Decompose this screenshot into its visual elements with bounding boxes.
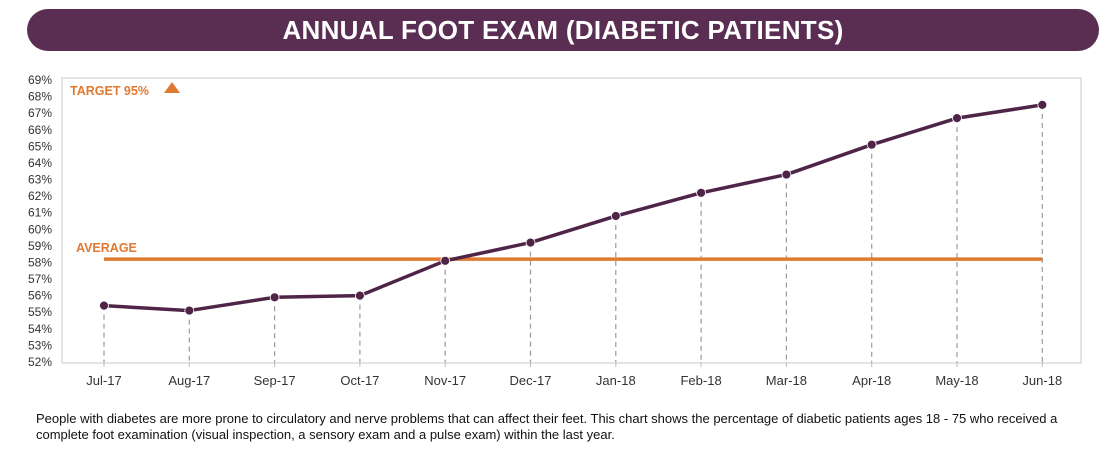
y-tick-label: 62% xyxy=(28,189,52,203)
data-point xyxy=(610,211,621,221)
data-point xyxy=(525,237,536,248)
y-tick-label: 63% xyxy=(28,173,52,187)
data-point xyxy=(952,113,962,124)
x-axis: Jul-17 Aug-17 Sep-17 Oct-17 Nov-17 Dec-17 Jan-… xyxy=(86,362,1062,388)
data-point xyxy=(781,169,792,180)
x-tick-label: Oct-17 xyxy=(340,373,379,388)
x-tick-label: Dec-17 xyxy=(510,373,552,388)
x-tick-label: Apr-18 xyxy=(852,373,891,388)
x-tick-label: Jun-18 xyxy=(1022,373,1062,388)
line-chart: 52% 53% 54% 55% 56% 57% 58% 59% 60% 61% 62% 63% 64% 6… xyxy=(28,73,1082,388)
y-tick-label: 66% xyxy=(28,123,52,137)
data-point xyxy=(269,292,280,303)
average-label: AVERAGE xyxy=(76,241,137,255)
data-point xyxy=(99,300,109,311)
data-point xyxy=(696,187,706,198)
data-point xyxy=(354,290,365,301)
chart-title: ANNUAL FOOT EXAM (DIABETIC PATIENTS) xyxy=(282,14,844,45)
title-banner: ANNUAL FOOT EXAM (DIABETIC PATIENTS) xyxy=(27,9,1099,51)
series-line xyxy=(103,103,1043,313)
plot-border xyxy=(61,77,1082,364)
x-tick-label: Mar-18 xyxy=(766,373,807,388)
x-tick-label: May-18 xyxy=(935,373,978,388)
series-group xyxy=(99,99,1048,316)
data-point xyxy=(440,255,451,266)
x-tick-label: Aug-17 xyxy=(168,373,210,388)
up-triangle-icon xyxy=(164,82,180,93)
data-point xyxy=(866,139,877,150)
y-tick-label: 67% xyxy=(28,106,52,120)
target-label: TARGET 95% xyxy=(70,84,149,98)
chart-area: 52% 53% 54% 55% 56% 57% 58% 59% 60% 61% 62% 63% 64% 6… xyxy=(0,60,1115,400)
y-tick-label: 69% xyxy=(28,73,52,87)
x-tick-label: Jan-18 xyxy=(596,373,636,388)
y-tick-label: 53% xyxy=(28,338,52,352)
data-point xyxy=(1037,99,1048,110)
x-tick-label: Feb-18 xyxy=(680,373,721,388)
y-tick-label: 56% xyxy=(28,289,52,303)
y-axis: 52% 53% 54% 55% 56% 57% 58% 59% 60% 61% 62% 63% 64% 6… xyxy=(28,73,52,369)
y-tick-label: 61% xyxy=(28,206,52,220)
y-tick-label: 65% xyxy=(28,139,52,153)
x-tick-label: Jul-17 xyxy=(86,373,121,388)
x-tick-label: Nov-17 xyxy=(424,373,466,388)
y-tick-label: 64% xyxy=(28,156,52,170)
y-tick-label: 55% xyxy=(28,305,52,319)
data-point xyxy=(184,305,195,316)
x-gridlines xyxy=(103,104,1043,362)
y-tick-label: 68% xyxy=(28,90,52,104)
average-line-group: AVERAGE xyxy=(76,241,1043,261)
target-group: TARGET 95% xyxy=(70,82,180,98)
y-tick-label: 52% xyxy=(28,355,52,369)
y-tick-label: 58% xyxy=(28,255,52,269)
y-tick-label: 59% xyxy=(28,239,52,253)
chart-caption: People with diabetes are more prone to c… xyxy=(36,411,1058,442)
x-tick-label: Sep-17 xyxy=(254,373,296,388)
y-tick-label: 54% xyxy=(28,322,52,336)
y-tick-label: 57% xyxy=(28,272,52,286)
y-tick-label: 60% xyxy=(28,222,52,236)
